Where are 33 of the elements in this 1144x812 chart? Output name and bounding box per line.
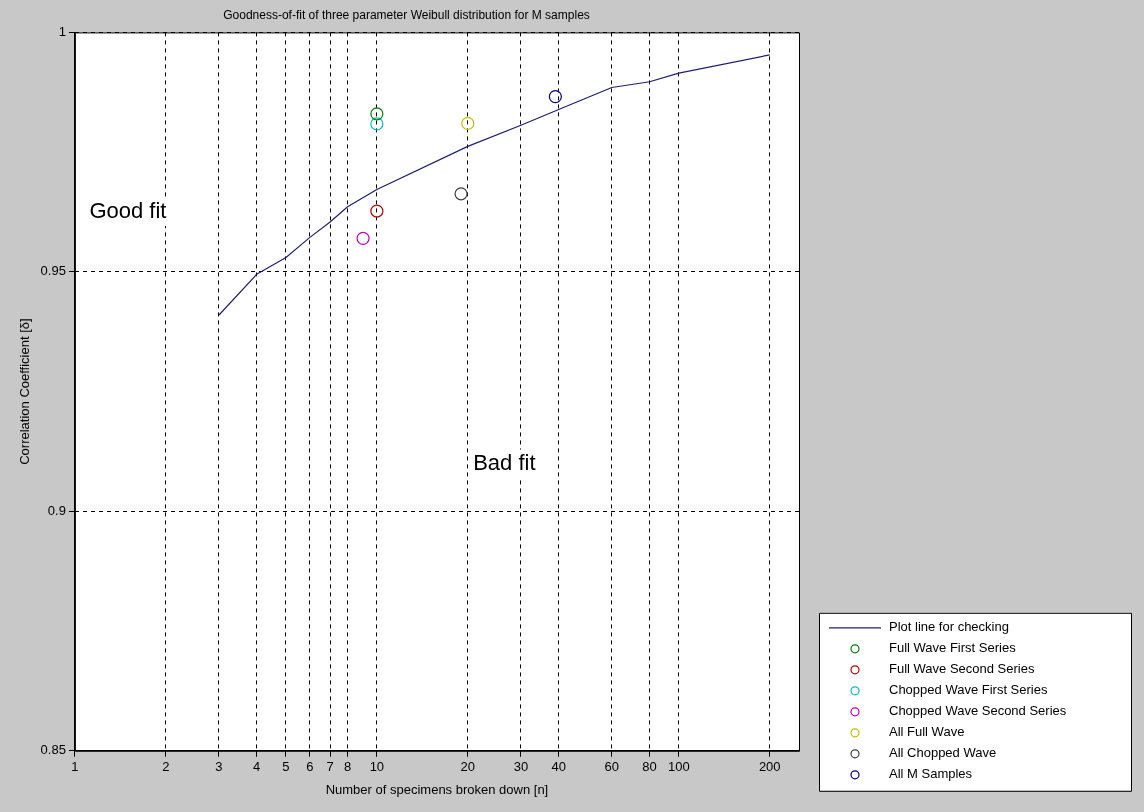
- x-axis-title: Number of specimens broken down [n]: [325, 781, 549, 797]
- legend-label: Chopped Wave First Series: [889, 682, 1048, 698]
- legend-label: Full Wave Second Series: [889, 661, 1035, 677]
- y-tick-label: 0.95: [40, 263, 66, 279]
- x-tick-label: 20: [460, 759, 475, 775]
- chart-title: Goodness-of-fit of three parameter Weibull distribution for M samples: [223, 7, 590, 22]
- legend-label: Plot line for checking: [889, 619, 1009, 635]
- annotation: Bad fit: [473, 449, 536, 475]
- x-tick-label: 7: [326, 759, 334, 775]
- legend-label: All Full Wave: [889, 724, 965, 740]
- x-tick-label: 60: [604, 759, 620, 775]
- legend-label: All Chopped Wave: [889, 745, 997, 761]
- x-tick-label: 100: [667, 759, 690, 775]
- x-tick-label: 3: [215, 759, 223, 775]
- x-tick-label: 2: [162, 759, 170, 775]
- x-tick-label: 1: [71, 759, 79, 775]
- y-tick-label: 1: [58, 23, 66, 39]
- x-tick-label: 10: [369, 759, 385, 775]
- x-tick-label: 8: [343, 759, 352, 775]
- x-tick-label: 4: [253, 759, 261, 775]
- x-tick-label: 200: [758, 759, 781, 775]
- annotation: Good fit: [89, 198, 167, 224]
- x-tick-label: 5: [282, 759, 290, 775]
- legend-label: Chopped Wave Second Series: [889, 703, 1067, 719]
- x-tick-label: 40: [551, 759, 566, 775]
- y-tick-label: 0.85: [40, 742, 66, 758]
- legend-label: Full Wave First Series: [889, 640, 1017, 656]
- y-tick-label: 0.9: [47, 502, 66, 518]
- y-axis-title: Correlation Coefficient [δ]: [17, 318, 33, 465]
- legend-label: All M Samples: [889, 766, 973, 782]
- x-tick-label: 6: [306, 759, 314, 775]
- x-tick-label: 30: [513, 759, 529, 775]
- x-tick-label: 80: [642, 759, 657, 775]
